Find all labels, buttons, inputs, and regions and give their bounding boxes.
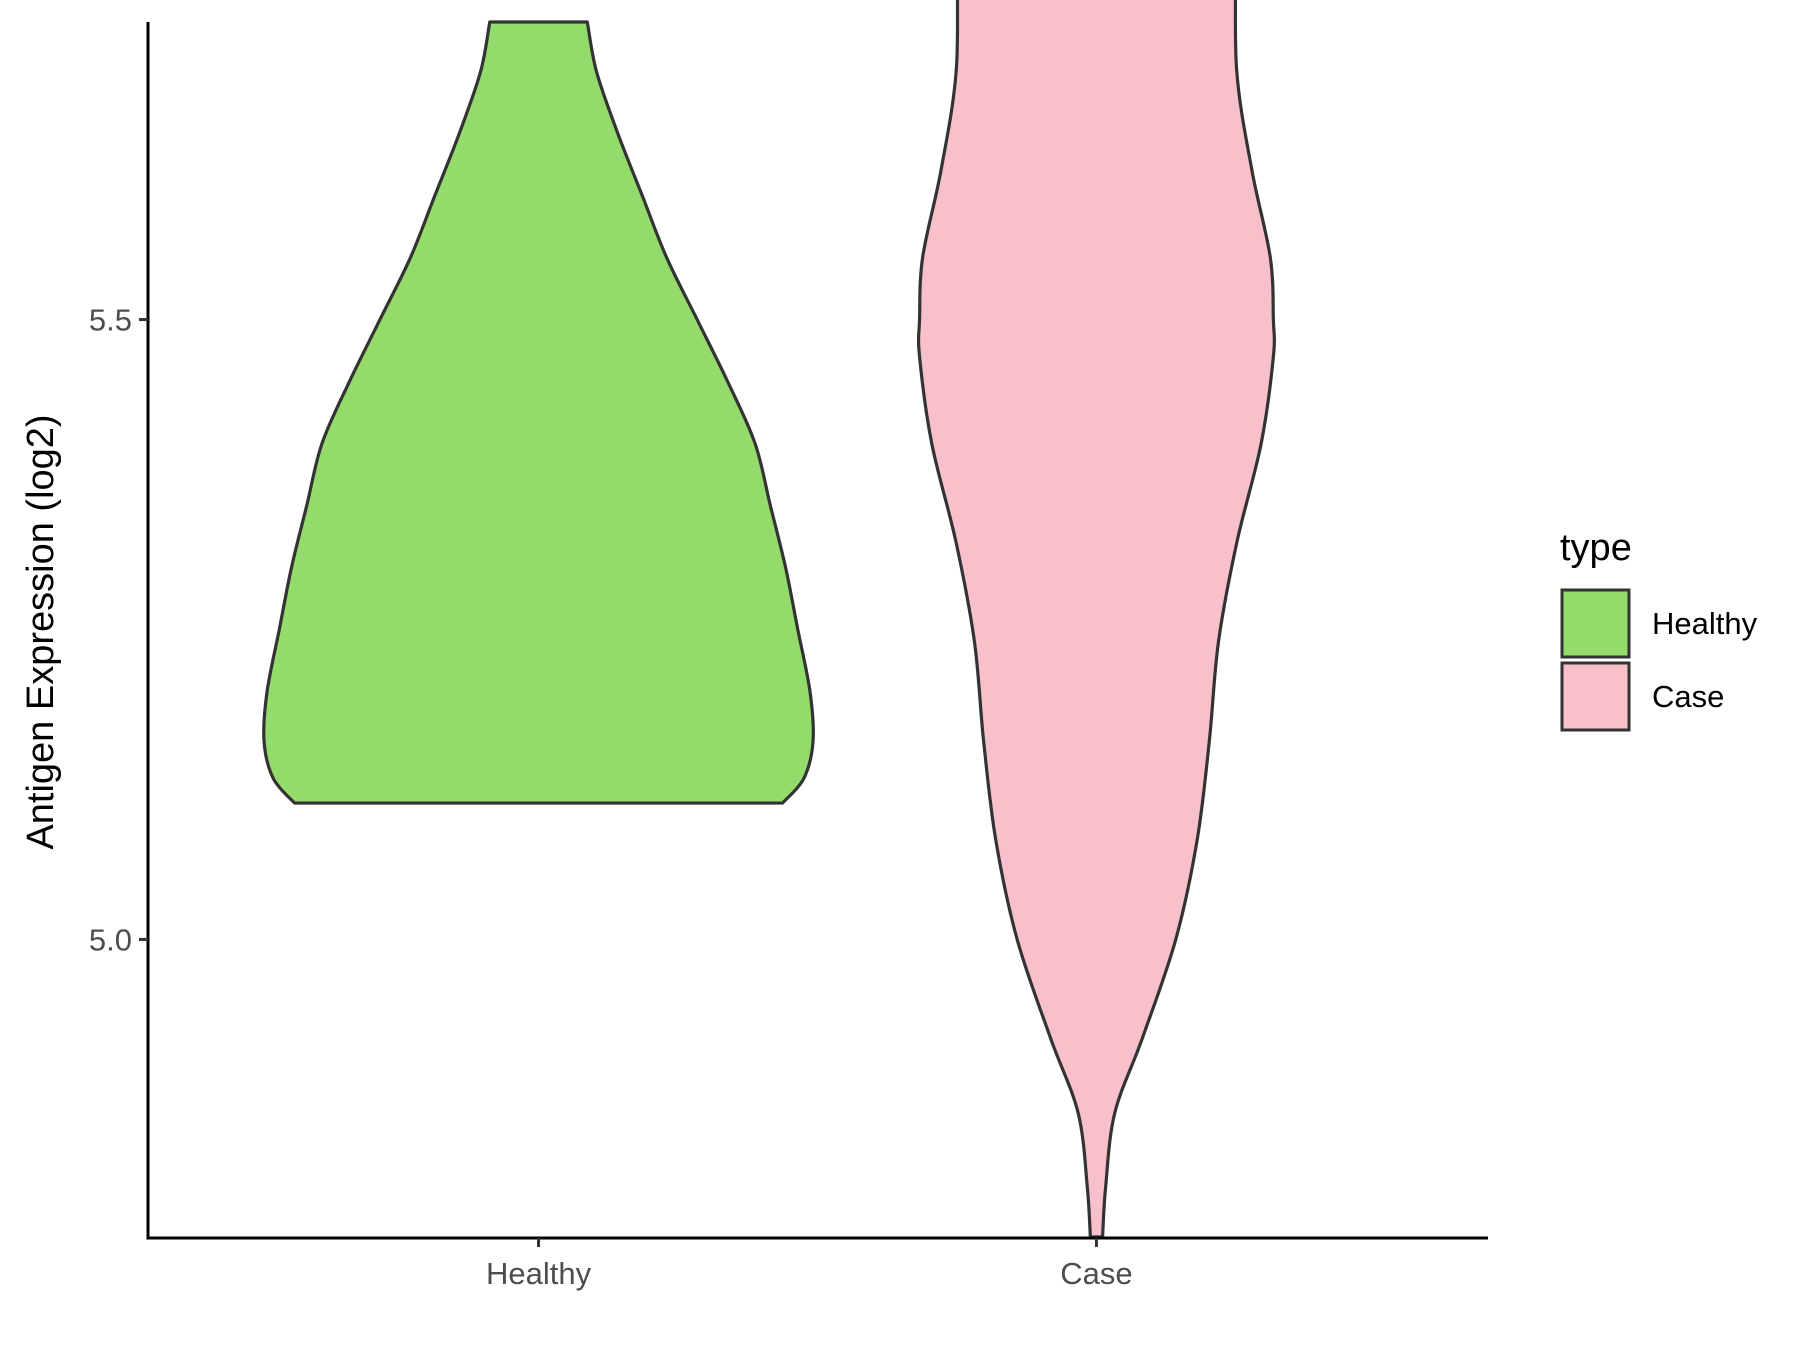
y-tick-label: 5.0 xyxy=(89,922,132,957)
violin-healthy xyxy=(262,20,815,805)
legend-label-case: Case xyxy=(1652,679,1724,714)
legend-label-healthy: Healthy xyxy=(1652,606,1758,641)
x-ticks: Healthy Case xyxy=(486,1238,1133,1291)
y-tick-label: 5.5 xyxy=(89,303,132,338)
y-ticks: 5.05.56.0 xyxy=(89,303,148,957)
legend-entries: Healthy Case xyxy=(1560,588,1758,732)
x-tick-label: Case xyxy=(1060,1256,1132,1291)
y-axis-title: Antigen Expression (log2) xyxy=(20,414,62,849)
legend-title: type xyxy=(1560,527,1632,569)
violins xyxy=(262,0,1276,1239)
legend-key-healthy xyxy=(1560,588,1631,659)
legend: type Healthy Case xyxy=(1560,527,1758,732)
x-tick-label: Healthy xyxy=(486,1256,592,1291)
legend-key-case xyxy=(1560,661,1631,732)
violin-case xyxy=(916,0,1276,1239)
